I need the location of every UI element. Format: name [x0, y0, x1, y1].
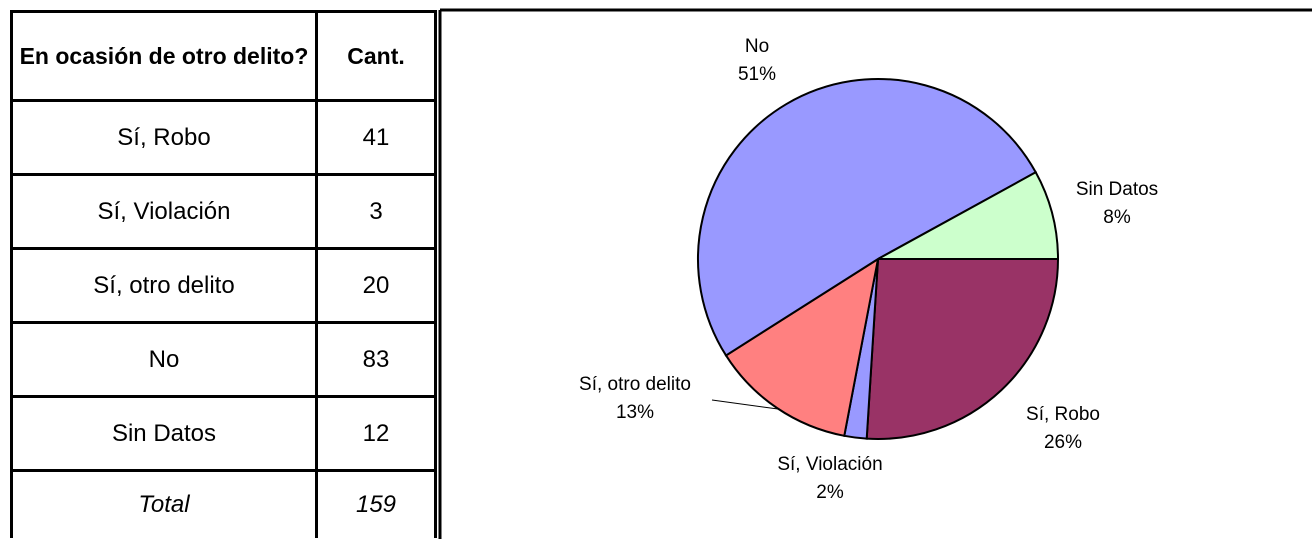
table-cell: Sí, Violación — [10, 173, 318, 250]
table-cell: 159 — [315, 469, 437, 538]
slice-label: Sí, otro delito — [579, 374, 691, 395]
pie-slice — [877, 170, 1060, 260]
slice-value-label: 26% — [1044, 432, 1082, 453]
slice-label: Sí, Robo — [1026, 404, 1100, 425]
slice-value-label: 8% — [1103, 207, 1131, 228]
table-cell: 12 — [315, 395, 437, 472]
table-cell: 3 — [315, 173, 437, 250]
table-cell: Total — [10, 469, 318, 538]
header-row: En ocasión de otro delito? Cant. — [10, 10, 437, 102]
table-row: Sí, otro delito 20 — [10, 247, 437, 324]
table-row: Sin Datos 12 — [10, 395, 437, 472]
table-row: Total 159 — [10, 469, 437, 538]
table-cell: 83 — [315, 321, 437, 398]
table-cell: Sí, Robo — [10, 99, 318, 176]
leader-line — [711, 399, 779, 410]
slice-value-label: 51% — [738, 64, 776, 85]
pie-slice — [724, 256, 880, 437]
header-cell: Cant. — [315, 10, 437, 102]
table-cell: Sin Datos — [10, 395, 318, 472]
pie-slice — [865, 258, 1060, 440]
table-row: Sí, Robo 41 — [10, 99, 437, 176]
pie-slice — [697, 78, 1038, 357]
slice-value-label: 13% — [616, 402, 654, 423]
table-row: No 83 — [10, 321, 437, 398]
slice-label: No — [745, 36, 769, 57]
table-row: Sí, Violación 3 — [10, 173, 437, 250]
slice-value-label: 2% — [816, 482, 844, 503]
table-cell: 20 — [315, 247, 437, 324]
data-table: En ocasión de otro delito? Cant. Sí, Rob… — [10, 10, 437, 538]
slice-label: Sí, Violación — [777, 454, 882, 475]
table-cell: No — [10, 321, 318, 398]
table-cell: 41 — [315, 99, 437, 176]
header-cell: En ocasión de otro delito? — [10, 10, 318, 102]
table-cell: Sí, otro delito — [10, 247, 318, 324]
slice-label: Sin Datos — [1076, 179, 1158, 200]
